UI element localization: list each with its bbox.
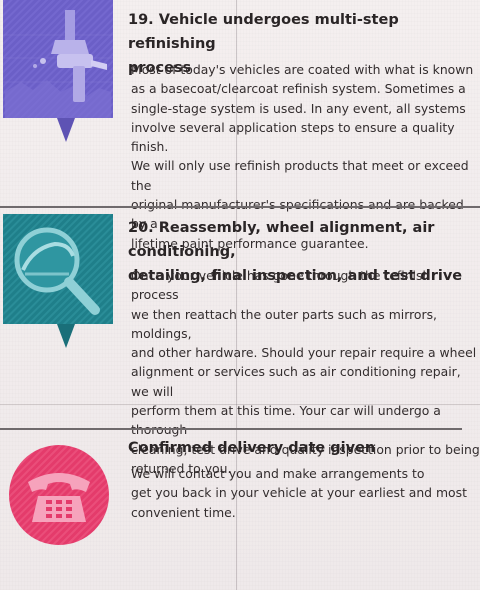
heading-line-2: detailing, final inspection, and test dr… (128, 268, 463, 284)
section-divider (0, 428, 462, 430)
body-line: we then reattach the outer parts such as… (131, 306, 437, 341)
body-line: as a basecoat/clearcoat refinish system.… (131, 81, 466, 97)
body-line: cleaning, test drive and quality inspect… (131, 441, 480, 457)
heading-line-1: Confirmed delivery date given (128, 440, 376, 456)
body-line: returned to you. (131, 460, 232, 476)
fold-line-vertical (236, 0, 237, 590)
body-line: We will contact you and make arrangement… (131, 466, 425, 481)
body-line: convenient time. (131, 504, 236, 520)
icon-pointer (57, 118, 75, 142)
body-line: original manufacturer's specifications a… (131, 197, 464, 232)
step-20-body: Once your vehicle has gone through the r… (131, 266, 480, 478)
magnifier-car-icon (3, 214, 113, 324)
step-19-heading: 19. Vehicle undergoes multi-step refinis… (128, 8, 480, 80)
body-line: We will only use refinish products that … (131, 158, 469, 193)
heading-line-1: 19. Vehicle undergoes multi-step refinis… (128, 12, 399, 52)
body-line: single-stage system is used. In any even… (131, 100, 466, 116)
body-line: lifetime paint performance guarantee. (131, 235, 369, 251)
heading-line-2: process (128, 60, 192, 76)
body-line: and other hardware. Should your repair r… (131, 345, 477, 361)
telephone-icon (6, 442, 112, 548)
delivery-body: We will contact you and make arrangement… (131, 464, 467, 522)
body-line: get you back in your vehicle at your ear… (131, 485, 467, 501)
step-19-body: Most of today's vehicles are coated with… (131, 60, 480, 253)
fold-line-horizontal (0, 404, 480, 405)
heading-line-1: 20. Reassembly, wheel alignment, air con… (128, 220, 435, 260)
body-line: alignment or services such as air condit… (131, 364, 461, 399)
icon-pointer (57, 324, 75, 348)
section-divider (0, 206, 480, 208)
spray-gun-icon (3, 0, 113, 118)
body-line: perform them at this time. Your car will… (131, 403, 441, 437)
step-20-heading: 20. Reassembly, wheel alignment, air con… (128, 216, 480, 288)
body-line: involve several application steps to ens… (131, 119, 455, 155)
delivery-heading: Confirmed delivery date given (128, 436, 375, 460)
body-line: Most of today's vehicles are coated with… (131, 62, 474, 77)
body-line: Once your vehicle has gone through the r… (131, 268, 431, 303)
